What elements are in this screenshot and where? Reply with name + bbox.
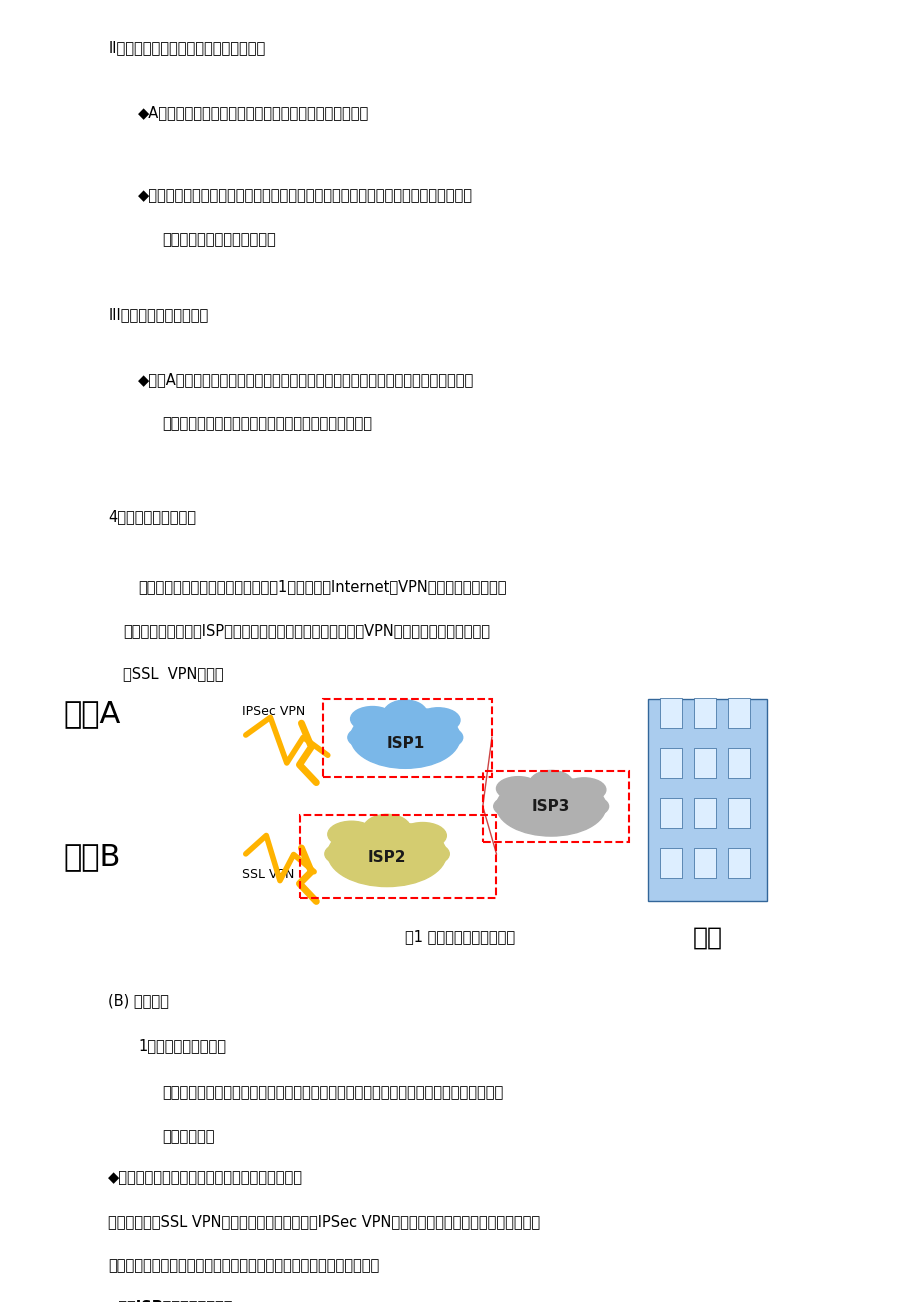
Text: IPSec VPN: IPSec VPN [242, 706, 305, 719]
Ellipse shape [399, 823, 446, 849]
Text: ◆不同ISP间访问存在瓶颈；: ◆不同ISP间访问存在瓶颈； [108, 1299, 233, 1302]
Ellipse shape [415, 708, 460, 733]
Text: 4、组织网络具体情况: 4、组织网络具体情况 [108, 509, 196, 525]
Ellipse shape [350, 707, 460, 768]
Bar [727, 749, 749, 777]
Ellipse shape [350, 707, 394, 732]
Text: (B) 营销策略: (B) 营销策略 [108, 993, 169, 1008]
Ellipse shape [324, 842, 366, 866]
Text: 目前门店有用SSL VPN接入总部的，同时也有用IPSec VPN接入总部的，多种接入方式，无法确保: 目前门店有用SSL VPN接入总部的，同时也有用IPSec VPN接入总部的，多… [108, 1213, 539, 1229]
Bar [482, 771, 628, 842]
Bar [660, 798, 681, 828]
Text: SSL VPN: SSL VPN [242, 868, 294, 881]
Text: 总部: 总部 [692, 926, 722, 949]
Text: 临如下问题：: 临如下问题： [163, 1130, 215, 1144]
Bar [301, 815, 496, 898]
Ellipse shape [496, 777, 539, 801]
Bar [660, 698, 681, 728]
Text: ◆广东A公司信息科技部门只有十几个人，只能负责一些项目的规范和执行、内部协调: ◆广东A公司信息科技部门只有十几个人，只能负责一些项目的规范和执行、内部协调 [138, 372, 473, 388]
Ellipse shape [363, 814, 410, 844]
Text: ◆A公司属于民企，资金是属于个人集资，用钱比较小心。: ◆A公司属于民企，资金是属于个人集资，用钱比较小心。 [138, 105, 369, 120]
Text: ◆接入线路多样，无法全面保障每个门店的接入；: ◆接入线路多样，无法全面保障每个门店的接入； [108, 1170, 303, 1185]
Text: 图1 门店至总部网络拓扑图: 图1 门店至总部网络拓扑图 [404, 928, 515, 944]
Bar [694, 848, 715, 878]
Text: 门店A: 门店A [63, 699, 121, 728]
Text: ISP2: ISP2 [368, 850, 406, 865]
Bar [727, 848, 749, 878]
FancyBboxPatch shape [648, 699, 766, 901]
Ellipse shape [496, 777, 606, 836]
Text: ISP3: ISP3 [531, 799, 570, 814]
Text: II不一定是进口名牌，但一定要性价比高: II不一定是进口名牌，但一定要性价比高 [108, 40, 266, 55]
Text: 门店B: 门店B [63, 842, 121, 871]
Bar [660, 749, 681, 777]
Bar [727, 798, 749, 828]
Ellipse shape [407, 842, 448, 866]
Bar [694, 698, 715, 728]
Text: 地市总店直接用本地ISP网络接入，部分门店采用硬件设备建VPN访问总部，也有一小部采: 地市总店直接用本地ISP网络接入，部分门店采用硬件设备建VPN访问总部，也有一小… [123, 624, 490, 638]
Ellipse shape [570, 796, 608, 816]
Text: 1、了解客户现在问题: 1、了解客户现在问题 [138, 1038, 226, 1053]
Text: 每个门店的访问速度和访问效率，同时也为后面的集中管理埋下隐患；: 每个门店的访问速度和访问效率，同时也为后面的集中管理埋下隐患； [108, 1258, 379, 1273]
Bar [694, 798, 715, 828]
Bar [323, 699, 492, 777]
Ellipse shape [347, 727, 386, 749]
Ellipse shape [383, 700, 426, 728]
Text: 等，个别系统和设备的维护只可以依靠厂家来提供服务: 等，个别系统和设备的维护只可以依靠厂家来提供服务 [163, 417, 372, 431]
Text: ISP1: ISP1 [386, 736, 424, 751]
Text: III很看重售后支持与服务: III很看重售后支持与服务 [108, 307, 209, 322]
Ellipse shape [528, 771, 573, 797]
Bar [694, 749, 715, 777]
Text: 目前门店至总部的网络部署情况如图1所示，采用Internet建VPN至总部进行访问，各: 目前门店至总部的网络部署情况如图1所示，采用Internet建VPN至总部进行访… [138, 579, 505, 595]
Text: 毛利润不高，投资比较保守。: 毛利润不高，投资比较保守。 [163, 232, 277, 247]
Ellipse shape [424, 727, 462, 749]
Ellipse shape [327, 822, 446, 887]
Ellipse shape [494, 796, 531, 816]
Bar [727, 698, 749, 728]
Text: ◆零售业竞争激烈，同样的产品在不同的连锁店可以买到（更有水货恶性竞争），所以: ◆零售业竞争激烈，同样的产品在不同的连锁店可以买到（更有水货恶性竞争），所以 [138, 189, 472, 203]
Text: 采用此类接入方式组网，在门店较少的情况，问题并没有凸现，但随着门店的增加，将面: 采用此类接入方式组网，在门店较少的情况，问题并没有凸现，但随着门店的增加，将面 [163, 1086, 504, 1100]
Ellipse shape [562, 777, 606, 802]
Ellipse shape [327, 822, 375, 848]
Text: 用SSL  VPN接入。: 用SSL VPN接入。 [123, 667, 223, 681]
Bar [660, 848, 681, 878]
